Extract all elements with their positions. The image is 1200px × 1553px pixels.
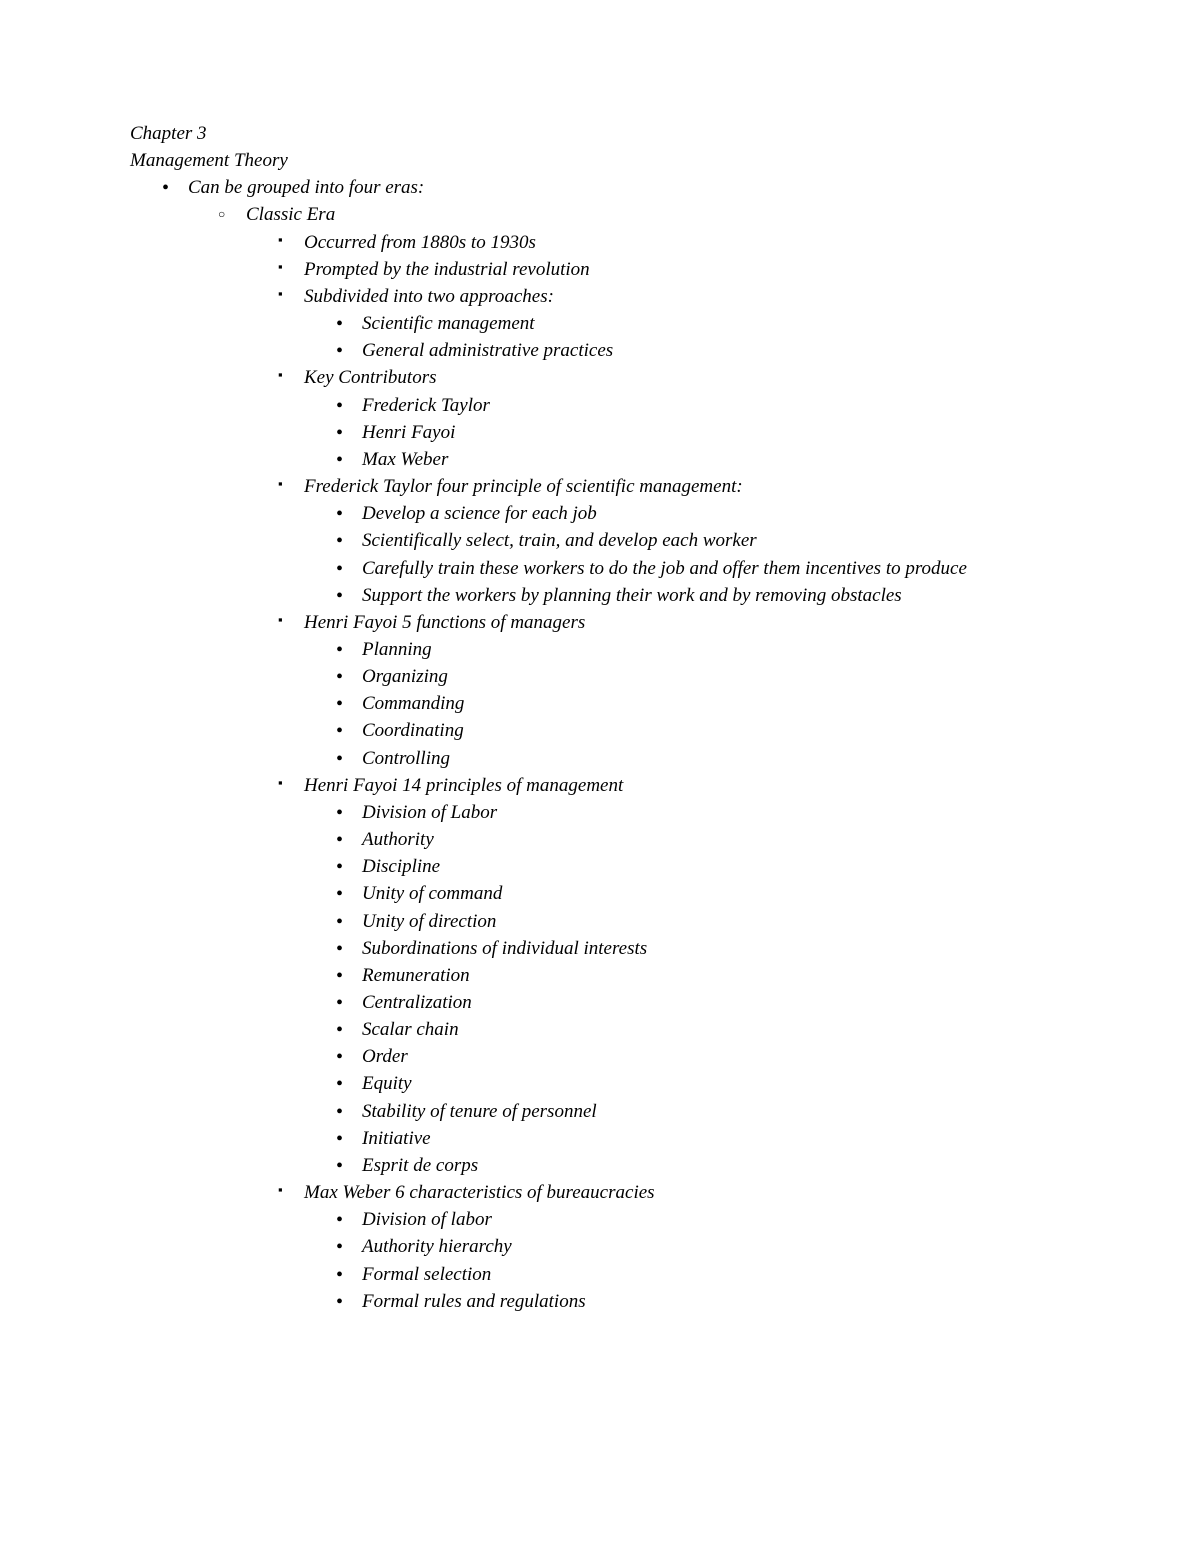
list-item: Henri Fayoi 5 functions of managers Plan… [304, 609, 1070, 772]
item-text: Scientifically select, train, and develo… [362, 530, 757, 551]
item-text: Discipline [362, 856, 440, 877]
list-item: Frederick Taylor four principle of scien… [304, 473, 1070, 609]
list-item: Support the workers by planning their wo… [362, 582, 1070, 609]
list-item: Planning [362, 636, 1070, 663]
item-text: Max Weber [362, 449, 448, 470]
list-item: Prompted by the industrial revolution [304, 256, 1070, 283]
item-text: Esprit de corps [362, 1155, 478, 1176]
list-item: Subordinations of individual interests [362, 935, 1070, 962]
item-text: Max Weber 6 characteristics of bureaucra… [304, 1182, 655, 1203]
list-item: Controlling [362, 745, 1070, 772]
item-text: Authority hierarchy [362, 1236, 512, 1257]
item-text: Controlling [362, 748, 450, 769]
chapter-heading: Chapter 3 [130, 120, 1070, 147]
item-text: Carefully train these workers to do the … [362, 558, 967, 579]
item-text: Coordinating [362, 720, 464, 741]
list-item: Carefully train these workers to do the … [362, 555, 1070, 582]
list-item: Initiative [362, 1125, 1070, 1152]
item-text: Classic Era [246, 204, 335, 225]
list-item: Order [362, 1043, 1070, 1070]
outline-level-4: Planning Organizing Commanding Coordinat… [304, 636, 1070, 772]
outline-level-3: Occurred from 1880s to 1930s Prompted by… [246, 229, 1070, 1315]
list-item: Discipline [362, 853, 1070, 880]
list-item: Division of labor [362, 1206, 1070, 1233]
item-text: Formal selection [362, 1264, 491, 1285]
item-text: Support the workers by planning their wo… [362, 585, 902, 606]
item-text: Frederick Taylor [362, 395, 490, 416]
item-text: Initiative [362, 1128, 431, 1149]
item-text: Division of labor [362, 1209, 492, 1230]
item-text: Unity of command [362, 883, 502, 904]
list-item: Unity of command [362, 880, 1070, 907]
outline-level-4: Division of Labor Authority Discipline U… [304, 799, 1070, 1179]
list-item: Unity of direction [362, 908, 1070, 935]
list-item: Scalar chain [362, 1016, 1070, 1043]
list-item: Frederick Taylor [362, 392, 1070, 419]
list-item: Henri Fayoi [362, 419, 1070, 446]
outline-level-4: Frederick Taylor Henri Fayoi Max Weber [304, 392, 1070, 473]
item-text: Scientific management [362, 313, 535, 334]
item-text: Henri Fayoi 5 functions of managers [304, 612, 585, 633]
item-text: Henri Fayoi [362, 422, 455, 443]
item-text: Key Contributors [304, 367, 436, 388]
item-text: Formal rules and regulations [362, 1291, 586, 1312]
list-item: Max Weber 6 characteristics of bureaucra… [304, 1179, 1070, 1315]
outline-level-4: Division of labor Authority hierarchy Fo… [304, 1206, 1070, 1315]
list-item: Commanding [362, 690, 1070, 717]
list-item: General administrative practices [362, 337, 1070, 364]
item-text: Unity of direction [362, 911, 496, 932]
item-text: Subordinations of individual interests [362, 938, 647, 959]
topic-heading: Management Theory [130, 147, 1070, 174]
item-text: Equity [362, 1073, 412, 1094]
list-item: Division of Labor [362, 799, 1070, 826]
item-text: Commanding [362, 693, 464, 714]
list-item: Classic Era Occurred from 1880s to 1930s… [246, 201, 1070, 1314]
list-item: Henri Fayoi 14 principles of management … [304, 772, 1070, 1179]
list-item: Authority [362, 826, 1070, 853]
list-item: Remuneration [362, 962, 1070, 989]
item-text: Stability of tenure of personnel [362, 1101, 597, 1122]
item-text: General administrative practices [362, 340, 613, 361]
item-text: Can be grouped into four eras: [188, 177, 424, 198]
list-item: Coordinating [362, 717, 1070, 744]
item-text: Order [362, 1046, 408, 1067]
item-text: Prompted by the industrial revolution [304, 259, 590, 280]
item-text: Division of Labor [362, 802, 497, 823]
list-item: Can be grouped into four eras: Classic E… [188, 174, 1070, 1315]
item-text: Henri Fayoi 14 principles of management [304, 775, 623, 796]
list-item: Centralization [362, 989, 1070, 1016]
item-text: Organizing [362, 666, 448, 687]
list-item: Equity [362, 1070, 1070, 1097]
outline-level-4: Develop a science for each job Scientifi… [304, 500, 1070, 609]
outline-level-4: Scientific management General administra… [304, 310, 1070, 364]
document-body: Chapter 3 Management Theory Can be group… [130, 120, 1070, 1315]
list-item: Scientifically select, train, and develo… [362, 527, 1070, 554]
list-item: Authority hierarchy [362, 1233, 1070, 1260]
list-item: Subdivided into two approaches: Scientif… [304, 283, 1070, 364]
item-text: Centralization [362, 992, 472, 1013]
outline-level-1: Can be grouped into four eras: Classic E… [130, 174, 1070, 1315]
item-text: Scalar chain [362, 1019, 459, 1040]
list-item: Scientific management [362, 310, 1070, 337]
item-text: Frederick Taylor four principle of scien… [304, 476, 743, 497]
item-text: Occurred from 1880s to 1930s [304, 232, 536, 253]
list-item: Organizing [362, 663, 1070, 690]
item-text: Develop a science for each job [362, 503, 597, 524]
list-item: Formal selection [362, 1261, 1070, 1288]
list-item: Key Contributors Frederick Taylor Henri … [304, 364, 1070, 473]
list-item: Stability of tenure of personnel [362, 1098, 1070, 1125]
list-item: Esprit de corps [362, 1152, 1070, 1179]
list-item: Occurred from 1880s to 1930s [304, 229, 1070, 256]
item-text: Authority [362, 829, 434, 850]
outline-level-2: Classic Era Occurred from 1880s to 1930s… [188, 201, 1070, 1314]
item-text: Subdivided into two approaches: [304, 286, 554, 307]
list-item: Develop a science for each job [362, 500, 1070, 527]
item-text: Remuneration [362, 965, 470, 986]
list-item: Formal rules and regulations [362, 1288, 1070, 1315]
list-item: Max Weber [362, 446, 1070, 473]
item-text: Planning [362, 639, 432, 660]
